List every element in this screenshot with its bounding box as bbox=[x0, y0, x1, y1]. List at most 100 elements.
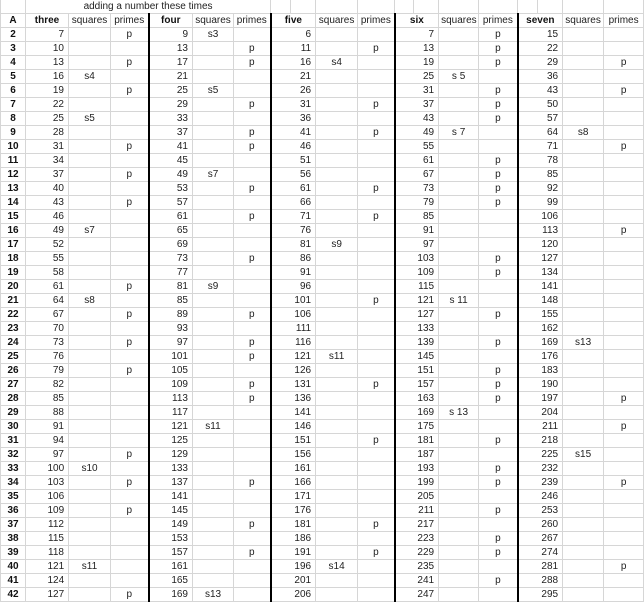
square-cell[interactable] bbox=[315, 69, 359, 84]
prime-cell[interactable]: p bbox=[478, 461, 519, 476]
value-cell[interactable]: 115 bbox=[45, 531, 69, 546]
cell[interactable] bbox=[394, 0, 415, 14]
value-cell[interactable]: 121 bbox=[45, 559, 69, 574]
square-cell[interactable] bbox=[192, 559, 234, 574]
prime-cell[interactable] bbox=[603, 349, 644, 364]
square-cell[interactable]: s13 bbox=[192, 587, 234, 602]
value-cell[interactable]: 151 bbox=[413, 363, 440, 378]
prime-cell[interactable] bbox=[357, 27, 396, 42]
cell[interactable] bbox=[393, 391, 414, 406]
value-cell[interactable]: 183 bbox=[537, 363, 564, 378]
value-cell[interactable]: 25 bbox=[45, 111, 69, 126]
square-cell[interactable] bbox=[192, 321, 234, 336]
prime-cell[interactable]: p bbox=[110, 83, 149, 98]
value-cell[interactable]: 127 bbox=[537, 251, 564, 266]
cell[interactable] bbox=[516, 41, 538, 56]
prime-cell[interactable] bbox=[478, 349, 519, 364]
square-cell[interactable] bbox=[562, 377, 605, 392]
prime-cell[interactable] bbox=[603, 181, 644, 196]
value-cell[interactable]: 50 bbox=[537, 97, 564, 112]
group-header-six[interactable]: six bbox=[393, 13, 440, 28]
value-cell[interactable]: 69 bbox=[167, 237, 193, 252]
cell[interactable] bbox=[269, 167, 291, 182]
prime-cell[interactable] bbox=[110, 111, 149, 126]
prime-cell[interactable] bbox=[357, 573, 396, 588]
prime-cell[interactable] bbox=[603, 321, 644, 336]
value-cell[interactable]: 101 bbox=[290, 293, 317, 308]
value-cell[interactable]: 218 bbox=[537, 433, 564, 448]
value-cell[interactable]: 148 bbox=[537, 293, 564, 308]
cell[interactable] bbox=[147, 83, 168, 98]
cell[interactable] bbox=[393, 55, 414, 70]
cell[interactable] bbox=[516, 559, 538, 574]
prime-cell[interactable] bbox=[357, 489, 396, 504]
row-number[interactable]: 35 bbox=[0, 489, 26, 504]
prime-cell[interactable] bbox=[110, 293, 149, 308]
cell[interactable] bbox=[269, 405, 291, 420]
cell[interactable] bbox=[516, 265, 538, 280]
row-number[interactable]: 12 bbox=[0, 167, 26, 182]
prime-cell[interactable] bbox=[478, 447, 519, 462]
value-cell[interactable]: 57 bbox=[537, 111, 564, 126]
value-cell[interactable]: 9 bbox=[167, 27, 193, 42]
square-cell[interactable] bbox=[192, 125, 234, 140]
prime-cell[interactable] bbox=[357, 363, 396, 378]
square-cell[interactable] bbox=[438, 83, 480, 98]
square-cell[interactable] bbox=[192, 251, 234, 266]
value-cell[interactable]: 6 bbox=[290, 27, 317, 42]
value-cell[interactable]: 121 bbox=[413, 293, 440, 308]
prime-cell[interactable] bbox=[357, 391, 396, 406]
square-cell[interactable] bbox=[438, 55, 480, 70]
square-cell[interactable] bbox=[438, 587, 480, 602]
square-cell[interactable] bbox=[562, 321, 605, 336]
cell[interactable] bbox=[516, 83, 538, 98]
value-cell[interactable]: 73 bbox=[413, 181, 440, 196]
value-cell[interactable]: 82 bbox=[45, 377, 69, 392]
prime-cell[interactable] bbox=[478, 517, 519, 532]
square-cell[interactable] bbox=[192, 349, 234, 364]
cell[interactable] bbox=[147, 167, 168, 182]
square-cell[interactable] bbox=[315, 111, 359, 126]
cell[interactable] bbox=[25, 111, 46, 126]
value-cell[interactable]: 187 bbox=[413, 447, 440, 462]
prime-cell[interactable]: p bbox=[603, 223, 644, 238]
cell[interactable] bbox=[147, 111, 168, 126]
cell[interactable] bbox=[269, 377, 291, 392]
square-cell[interactable]: s9 bbox=[315, 237, 359, 252]
value-cell[interactable]: 235 bbox=[413, 559, 440, 574]
prime-cell[interactable]: p bbox=[232, 349, 272, 364]
cell[interactable] bbox=[393, 125, 414, 140]
square-cell[interactable] bbox=[438, 363, 480, 378]
value-cell[interactable]: 156 bbox=[290, 447, 317, 462]
prime-cell[interactable]: p bbox=[232, 181, 272, 196]
cell[interactable] bbox=[25, 55, 46, 70]
prime-cell[interactable] bbox=[478, 125, 519, 140]
value-cell[interactable]: 25 bbox=[413, 69, 440, 84]
square-cell[interactable]: s5 bbox=[68, 111, 111, 126]
prime-cell[interactable]: p bbox=[478, 433, 519, 448]
square-cell[interactable]: s 5 bbox=[438, 69, 480, 84]
value-cell[interactable]: 88 bbox=[45, 405, 69, 420]
prime-cell[interactable]: p bbox=[478, 167, 519, 182]
prime-cell[interactable] bbox=[232, 489, 272, 504]
cell[interactable] bbox=[393, 531, 414, 546]
prime-cell[interactable] bbox=[357, 531, 396, 546]
cell[interactable] bbox=[393, 363, 414, 378]
square-cell[interactable] bbox=[562, 167, 605, 182]
square-cell[interactable] bbox=[562, 419, 605, 434]
cell[interactable] bbox=[516, 587, 538, 602]
square-cell[interactable] bbox=[315, 391, 359, 406]
value-cell[interactable]: 49 bbox=[167, 167, 193, 182]
value-cell[interactable]: 61 bbox=[45, 279, 69, 294]
cell[interactable] bbox=[393, 97, 414, 112]
square-cell[interactable] bbox=[192, 545, 234, 560]
row-number[interactable]: 30 bbox=[0, 419, 26, 434]
prime-cell[interactable]: p bbox=[232, 335, 272, 350]
square-cell[interactable] bbox=[192, 573, 234, 588]
prime-cell[interactable] bbox=[603, 531, 644, 546]
cell[interactable] bbox=[516, 139, 538, 154]
prime-cell[interactable] bbox=[110, 349, 149, 364]
cell[interactable] bbox=[516, 447, 538, 462]
row-number[interactable]: 23 bbox=[0, 321, 26, 336]
value-cell[interactable]: 81 bbox=[290, 237, 317, 252]
